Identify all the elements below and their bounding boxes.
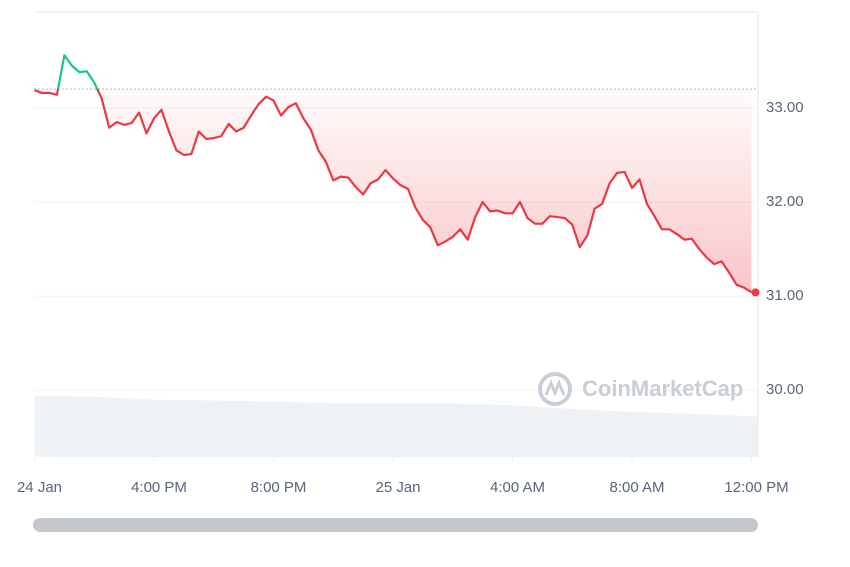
x-tick-label: 25 Jan [375,479,420,496]
watermark: CoinMarketCap [538,372,743,406]
y-tick-label: 32.00 [766,193,804,210]
price-line [34,54,753,294]
watermark-text: CoinMarketCap [582,376,743,401]
x-tick-label: 4:00 PM [131,479,187,496]
x-tick-label: 24 Jan [17,479,62,496]
x-tick-label: 4:00 AM [490,479,545,496]
scrollbar[interactable] [33,518,758,532]
last-point [751,288,760,297]
y-tick-label: 33.00 [766,99,804,116]
area [34,89,752,293]
x-tick-label: 12:00 PM [724,479,788,496]
x-tick-label: 8:00 AM [609,479,664,496]
x-tick-label: 8:00 PM [251,479,307,496]
y-tick-label: 31.00 [766,287,804,304]
y-tick-label: 30.00 [766,381,804,398]
volume-area [34,395,758,457]
